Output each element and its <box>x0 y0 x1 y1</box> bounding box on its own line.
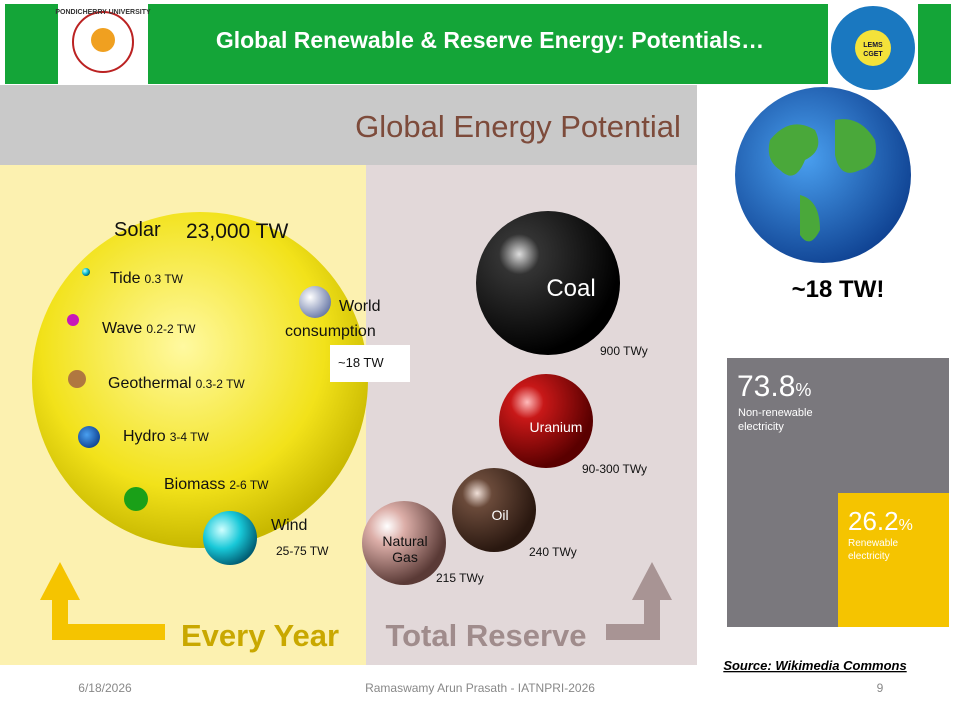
name: Geothermal <box>108 375 192 392</box>
value: 0.2-2 TW <box>146 322 196 336</box>
footer-presenter: Ramaswamy Arun Prasath - IATNPRI-2026 <box>365 681 595 695</box>
gas-sphere <box>362 501 446 585</box>
name: Wave <box>102 320 142 337</box>
figure-title-band <box>0 85 697 165</box>
renewable-value: 25-75 TW <box>276 544 329 558</box>
nonrenewable-label: Non-renewable <box>738 407 813 419</box>
every-year-arrow <box>52 600 165 640</box>
consumption-box <box>330 345 410 382</box>
reserve-arrow <box>606 600 660 640</box>
nonrenewable-label: electricity <box>738 421 784 433</box>
footer-page: 9 <box>877 681 884 695</box>
name: Hydro <box>123 428 166 445</box>
slide-title: Global Renewable & Reserve Energy: Poten… <box>216 27 764 53</box>
reserve-name: Uranium <box>530 419 583 435</box>
value: 3-4 TW <box>170 430 210 444</box>
right-logo-text: CGET <box>863 51 883 58</box>
consumption-label: consumption <box>285 323 376 340</box>
footer-date: 6/18/2026 <box>78 681 132 695</box>
renewable-label: electricity <box>848 551 890 562</box>
reserve-name: Gas <box>392 549 418 565</box>
reserve-value: 215 TWy <box>436 571 484 585</box>
total-reserve-label: Total Reserve <box>385 618 586 653</box>
logo-sun <box>91 28 115 52</box>
number: 26.2 <box>848 506 899 536</box>
callout: ~18 TW! <box>792 276 885 303</box>
biomass-sphere <box>124 487 148 511</box>
left-logo-text: PONDICHERRY UNIVERSITY <box>55 9 151 16</box>
renewable-area <box>838 493 949 627</box>
logo-center <box>855 30 891 66</box>
globe <box>735 87 911 263</box>
reserve-name: Coal <box>546 275 595 302</box>
source: Source: Wikimedia Commons <box>723 658 906 673</box>
figure-title: Global Energy Potential <box>355 109 681 144</box>
uranium-sphere <box>499 374 593 468</box>
solar-sphere <box>32 212 368 548</box>
number: 73.8 <box>737 370 795 403</box>
tide-sphere <box>82 268 90 276</box>
consumption-value: ~18 TW <box>338 355 384 370</box>
wind-sphere <box>203 511 257 565</box>
globe-land <box>768 119 876 242</box>
renewable-label: Wave 0.2-2 TW <box>102 320 196 337</box>
renewable-label: Tide 0.3 TW <box>110 270 184 287</box>
reserve-name: Natural <box>382 533 427 549</box>
consumption-label: World <box>339 298 381 315</box>
renewable-label: Renewable <box>848 538 898 549</box>
renewable-label: Biomass 2-6 TW <box>164 476 269 493</box>
solar-name: Solar <box>114 219 161 241</box>
reserve-value: 90-300 TWy <box>582 462 647 476</box>
renewable-label: Geothermal 0.3-2 TW <box>108 375 245 392</box>
arrowhead <box>40 562 80 600</box>
renewable-name: Wind <box>271 517 307 534</box>
consumption-sphere <box>299 286 331 318</box>
unit: % <box>899 517 913 534</box>
nonrenewable-percent: 73.8% <box>737 370 811 403</box>
reserve-name: Oil <box>491 507 508 523</box>
value: 2-6 TW <box>229 478 269 492</box>
value: 0.3-2 TW <box>196 377 246 391</box>
wave-sphere <box>67 314 79 326</box>
name: Tide <box>110 270 141 287</box>
renewable-percent: 26.2% <box>848 506 913 536</box>
header-bar <box>5 4 951 84</box>
renewable-label: Hydro 3-4 TW <box>123 428 209 445</box>
arrowhead <box>632 562 672 600</box>
value: 0.3 TW <box>145 272 184 286</box>
unit: % <box>795 380 811 400</box>
every-year-label: Every Year <box>181 618 339 653</box>
oil-sphere <box>452 468 536 552</box>
right-logo-text: LEMS <box>863 42 883 49</box>
solar-value: 23,000 TW <box>186 220 289 243</box>
coal-sphere <box>476 211 620 355</box>
name: Biomass <box>164 476 225 493</box>
reserve-value: 240 TWy <box>529 545 577 559</box>
geothermal-sphere <box>68 370 86 388</box>
reserve-value: 900 TWy <box>600 344 648 358</box>
hydro-sphere <box>78 426 100 448</box>
